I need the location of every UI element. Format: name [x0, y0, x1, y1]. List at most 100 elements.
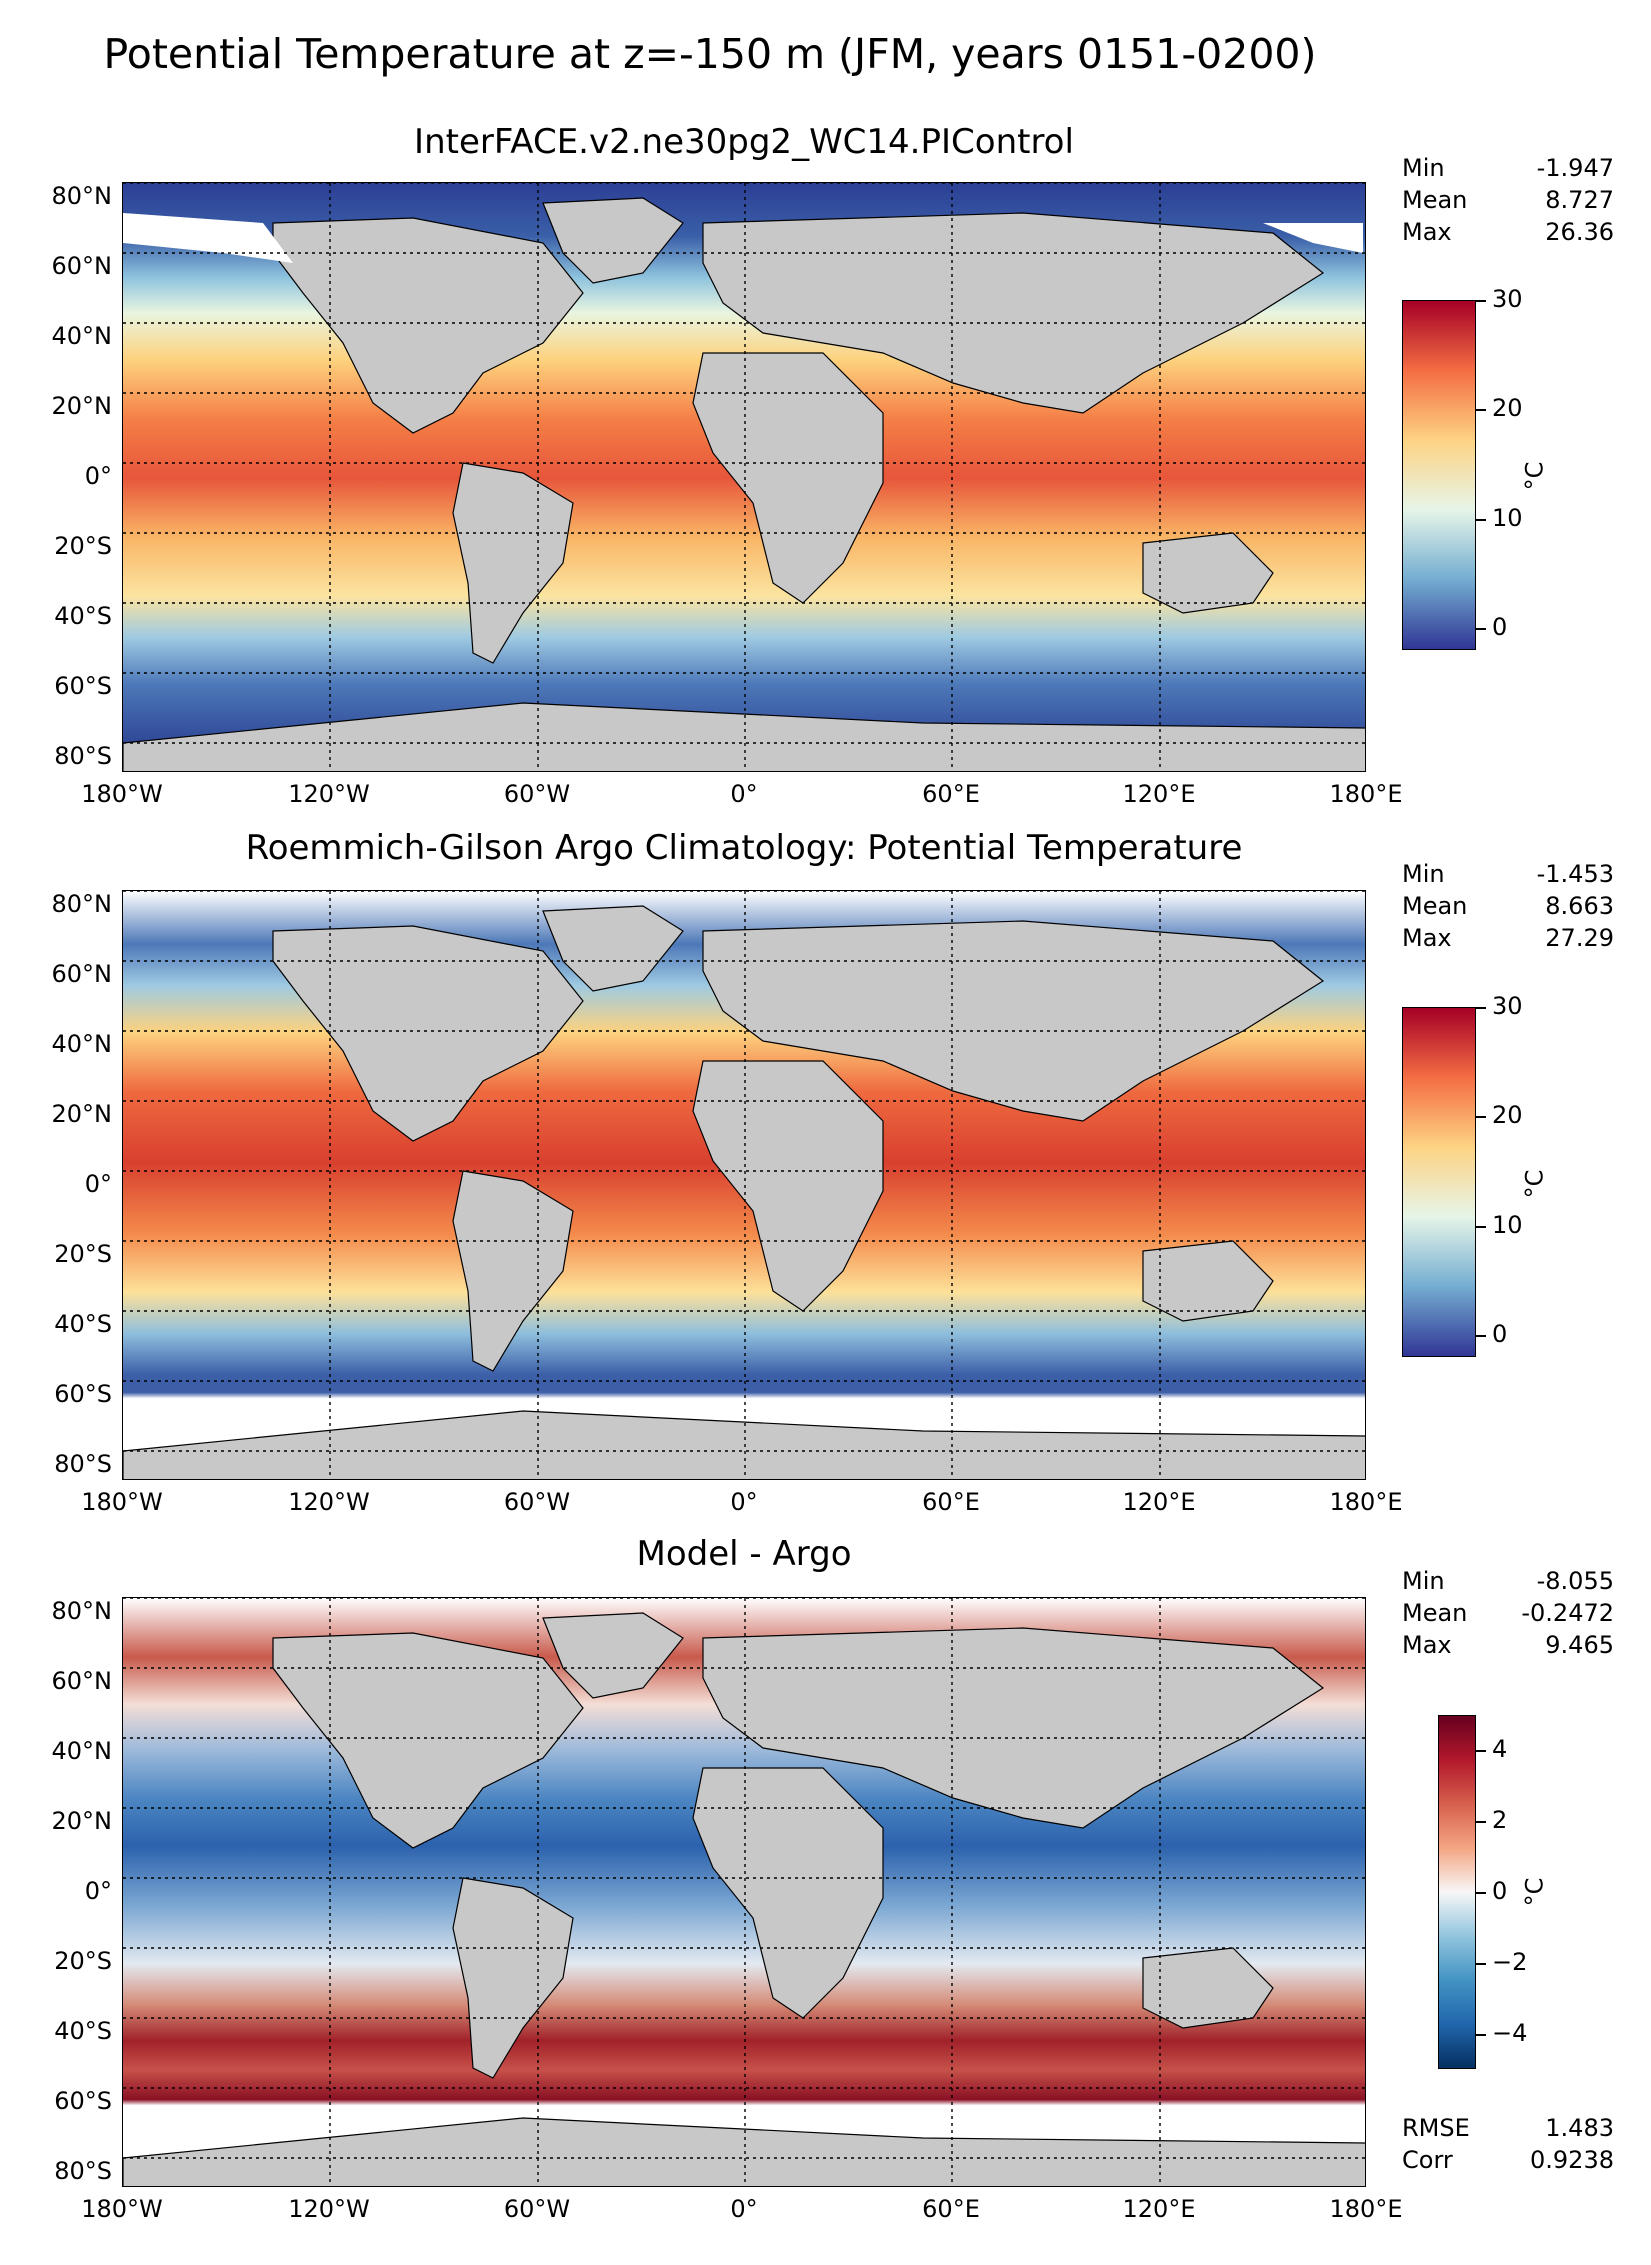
- lat-tick-label: 0°: [84, 1877, 112, 1905]
- arctic-nodata: [123, 213, 293, 263]
- antarctica-land: [123, 1410, 1365, 1479]
- panel-2-colorbar: [1402, 1007, 1476, 1357]
- okhotsk-nodata: [1263, 223, 1363, 253]
- cbar-2-tick-label: 10: [1492, 1211, 1523, 1239]
- cbar-2-tick-label: 30: [1492, 992, 1523, 1020]
- panel-1-title: InterFACE.v2.ne30pg2_WC14.PIControl: [414, 122, 1074, 162]
- lat-tick-label: 20°S: [54, 532, 112, 560]
- lon-tick-label: 120°E: [1122, 1488, 1196, 1516]
- lat-tick-label: 40°S: [54, 1310, 112, 1338]
- panel-2-stats: Min -1.453 Mean 8.663 Max 27.29: [1402, 858, 1614, 954]
- panel-3-colorbar: [1438, 1715, 1476, 2069]
- south-america-land: [452, 1170, 574, 1372]
- lat-tick-label: 80°S: [54, 1450, 112, 1478]
- greenland-land: [542, 905, 684, 992]
- cbar-1-tick-label: 30: [1492, 285, 1523, 313]
- lon-tick-label: 120°W: [288, 2195, 370, 2223]
- lat-tick-label: 40°S: [54, 2017, 112, 2045]
- cbar-2-tick-label: 0: [1492, 1320, 1508, 1348]
- lon-tick-label: 180°E: [1329, 780, 1403, 808]
- stat-min: Min -1.947: [1402, 154, 1614, 182]
- lon-tick-label: 180°E: [1329, 2195, 1403, 2223]
- cbar-3-tick-label: −2: [1492, 1948, 1528, 1976]
- cbar-1-tick-label: 10: [1492, 504, 1523, 532]
- stat-min: Min -8.055: [1402, 1567, 1614, 1595]
- land-masses: [123, 905, 1365, 1479]
- panel-2-title: Roemmich-Gilson Argo Climatology: Potent…: [245, 828, 1243, 868]
- lat-tick-label: 20°N: [51, 1100, 113, 1128]
- lon-tick-label: 120°E: [1122, 780, 1196, 808]
- lon-tick-label: 180°W: [81, 1488, 163, 1516]
- north-america-land: [272, 925, 584, 1142]
- cbar-3-tick-label: 0: [1492, 1877, 1508, 1905]
- stat-max: Max 27.29: [1402, 924, 1614, 952]
- lat-tick-label: 20°N: [51, 1807, 113, 1835]
- lon-tick-label: 120°W: [288, 780, 370, 808]
- lat-tick-label: 60°N: [51, 1667, 113, 1695]
- cbar-2-tick-label: 20: [1492, 1101, 1523, 1129]
- lat-tick-label: 20°S: [54, 1947, 112, 1975]
- stat-max: Max 26.36: [1402, 218, 1614, 246]
- cbar-3-unit: °C: [1520, 1877, 1549, 1907]
- cbar-1-tick-label: 20: [1492, 394, 1523, 422]
- eurasia-land: [702, 1627, 1325, 1829]
- panel-3-title: Model - Argo: [636, 1534, 852, 1574]
- panel-1-colorbar: [1402, 300, 1476, 650]
- north-america-land: [272, 217, 584, 434]
- stat-corr: Corr 0.9238: [1402, 2146, 1614, 2174]
- panel-1-stats: Min -1.947 Mean 8.727 Max 26.36: [1402, 152, 1614, 248]
- stat-rmse: RMSE 1.483: [1402, 2114, 1614, 2142]
- lon-tick-label: 60°E: [922, 1488, 980, 1516]
- lon-tick-label: 60°E: [922, 780, 980, 808]
- lon-tick-label: 120°W: [288, 1488, 370, 1516]
- graticule: [123, 1598, 1365, 2186]
- south-america-land: [452, 1877, 574, 2079]
- no-data-regions: [123, 213, 1363, 263]
- panel-3-map: [122, 1597, 1366, 2187]
- lat-tick-label: 80°N: [51, 890, 113, 918]
- lat-tick-label: 80°N: [51, 1597, 113, 1625]
- panel-2-map: [122, 890, 1366, 1480]
- lat-tick-label: 0°: [84, 462, 112, 490]
- panel-3-extra-stats: RMSE 1.483 Corr 0.9238: [1402, 2112, 1614, 2176]
- lon-tick-label: 60°W: [503, 1488, 571, 1516]
- lon-tick-label: 60°W: [503, 2195, 571, 2223]
- lon-tick-label: 0°: [730, 780, 758, 808]
- stat-mean: Mean -0.2472: [1402, 1599, 1614, 1627]
- lat-tick-label: 80°S: [54, 742, 112, 770]
- stat-min: Min -1.453: [1402, 860, 1614, 888]
- lat-tick-label: 20°N: [51, 392, 113, 420]
- lat-tick-label: 40°N: [51, 322, 113, 350]
- lat-tick-label: 40°N: [51, 1030, 113, 1058]
- lat-tick-label: 40°N: [51, 1737, 113, 1765]
- lat-tick-label: 60°N: [51, 960, 113, 988]
- land-masses: [123, 197, 1365, 771]
- greenland-land: [542, 197, 684, 284]
- lon-tick-label: 180°W: [81, 2195, 163, 2223]
- land-masses: [123, 1612, 1365, 2186]
- lat-tick-label: 60°N: [51, 252, 113, 280]
- eurasia-land: [702, 920, 1325, 1122]
- antarctica-land: [123, 2117, 1365, 2186]
- lon-tick-label: 0°: [730, 2195, 758, 2223]
- cbar-1-unit: °C: [1520, 461, 1549, 491]
- panel-1-map: [122, 182, 1366, 772]
- cbar-3-tick-label: 2: [1492, 1806, 1508, 1834]
- greenland-land: [542, 1612, 684, 1699]
- lon-tick-label: 60°E: [922, 2195, 980, 2223]
- lat-tick-label: 0°: [84, 1170, 112, 1198]
- lat-tick-label: 60°S: [54, 672, 112, 700]
- lon-tick-label: 60°W: [503, 780, 571, 808]
- south-america-land: [452, 462, 574, 664]
- graticule: [123, 891, 1365, 1479]
- cbar-1-tick-label: 0: [1492, 613, 1508, 641]
- cbar-2-unit: °C: [1520, 1169, 1549, 1199]
- lon-tick-label: 180°E: [1329, 1488, 1403, 1516]
- antarctica-land: [123, 702, 1365, 771]
- figure-title: Potential Temperature at z=-150 m (JFM, …: [103, 30, 1317, 78]
- lon-tick-label: 180°W: [81, 780, 163, 808]
- panel-3-stats: Min -8.055 Mean -0.2472 Max 9.465: [1402, 1565, 1614, 1661]
- lat-tick-label: 20°S: [54, 1240, 112, 1268]
- lat-tick-label: 60°S: [54, 2087, 112, 2115]
- lat-tick-label: 40°S: [54, 602, 112, 630]
